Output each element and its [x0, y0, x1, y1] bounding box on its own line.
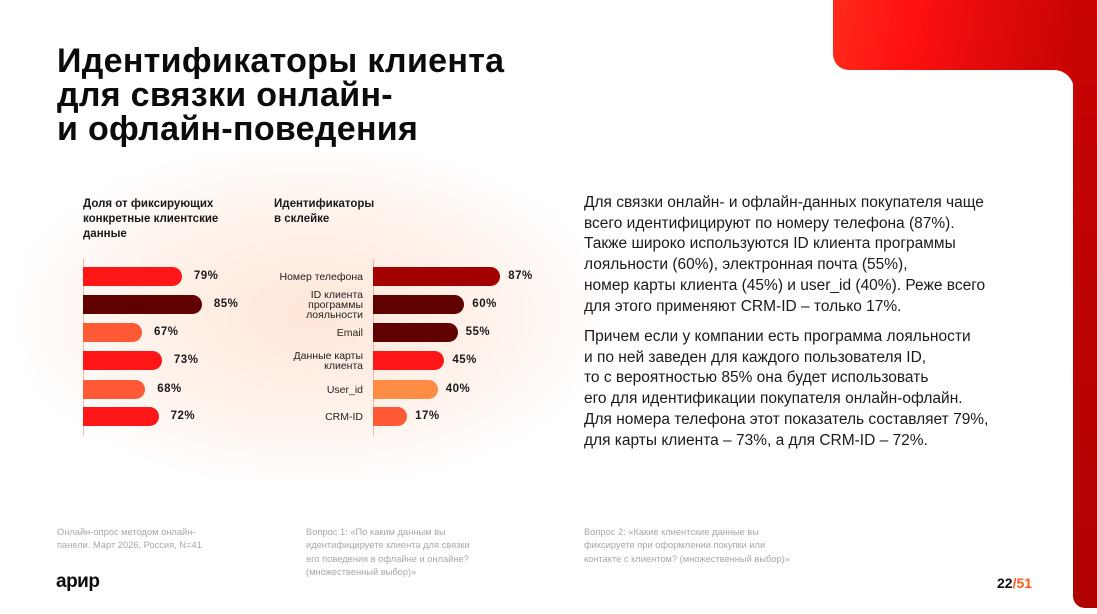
left-bar-value: 73%	[173, 354, 199, 366]
page-total: /51	[1012, 575, 1033, 591]
right-bar-category: CRM-ID	[213, 410, 363, 423]
text-line: всего идентифицируют по номеру телефона …	[584, 214, 955, 232]
left-bar-value: 72%	[170, 410, 196, 422]
right-bar-value: 45%	[452, 354, 477, 366]
text-line: номер карты клиента (45%) и user_id (40%…	[584, 276, 986, 294]
right-bar-category: Email	[213, 326, 363, 339]
title-line: Доля от фиксирующих	[83, 198, 214, 210]
left-bar	[83, 380, 146, 399]
text-line: лояльности (60%), электронная почта (55%…	[584, 256, 908, 274]
text-line: его поведения в офлайне и онлайне?	[306, 553, 469, 564]
left-bar-value: 67%	[153, 326, 179, 338]
right-bar	[373, 380, 438, 399]
category-line: клиента	[324, 359, 363, 372]
title-line: в склейке	[274, 213, 330, 225]
right-bar-category: Данные карты клиента	[213, 349, 363, 372]
decor-card-corner	[1040, 70, 1074, 104]
left-bar-value: 85%	[213, 298, 239, 310]
right-bar-category: ID клиента программы лояльности	[213, 288, 363, 321]
left-bar	[83, 407, 159, 426]
right-bar	[373, 323, 458, 342]
right-bar-value: 40%	[445, 383, 471, 395]
paragraph-1: Для связки онлайн- и офлайн-данных покуп…	[584, 193, 985, 317]
right-bar-value: 87%	[508, 270, 533, 282]
text-line: для карты клиента – 73%, а для CRM-ID – …	[584, 431, 928, 449]
right-bar-category: Номер телефона	[213, 270, 363, 283]
category-line: лояльности	[306, 308, 363, 321]
left-bar-value: 68%	[157, 383, 182, 395]
right-bar	[373, 351, 445, 370]
text-line: Онлайн-опрос методом онлайн-	[57, 527, 196, 537]
right-bar-value: 17%	[415, 410, 440, 422]
decor-red-strip	[1073, 0, 1097, 608]
left-bar	[83, 267, 182, 286]
right-bar-category: User_id	[213, 383, 363, 396]
text-line: идентифицируете клиента для связки	[306, 540, 470, 551]
page-current: 22	[997, 575, 1013, 591]
category-line: Данные карты	[293, 349, 363, 362]
right-bar	[373, 267, 501, 286]
left-bar-value: 79%	[193, 270, 219, 282]
right-chart-axis	[373, 259, 374, 436]
text-line: то с вероятностью 85% она будет использо…	[584, 369, 929, 387]
footnote-method: Онлайн-опрос методом онлайн-панели. Март…	[57, 526, 202, 553]
text-line: панели. Март 2026, Россия, N=41	[57, 540, 202, 551]
footnote-question-1: Вопрос 1: «По каким данным вы идентифицир…	[306, 526, 470, 579]
footnote-question-2: Вопрос 2: «Какие клиентские данные вы фик…	[584, 526, 790, 566]
left-bar	[83, 351, 162, 370]
category-line: CRM-ID	[325, 410, 363, 423]
text-line: и по ней заведен для каждого пользовател…	[584, 348, 927, 366]
text-line: для этого применяют CRM-ID – только 17%.	[584, 297, 902, 315]
paragraph-2: Причем если у компании есть программа ло…	[584, 327, 988, 451]
logo: арир	[56, 571, 100, 592]
title-line: и офлайн-поведения	[57, 110, 419, 148]
left-bar	[83, 295, 202, 314]
right-bar-value: 60%	[472, 298, 497, 310]
title-line: для связки онлайн-	[57, 76, 393, 114]
decor-red-top	[833, 0, 1097, 70]
text-line: контакте с клиентом? (множественный выбо…	[584, 553, 790, 564]
text-line: Для номера телефона этот показатель сост…	[584, 410, 989, 428]
text-line: Для связки онлайн- и офлайн-данных покуп…	[584, 194, 984, 211]
text-line: его для идентификации покупателя онлайн-…	[584, 390, 963, 408]
title-line: конкретные клиентские	[83, 213, 219, 225]
category-line: Номер телефона	[279, 270, 363, 283]
text-line: Причем если у компании есть программа ло…	[584, 328, 971, 345]
right-bar-value: 55%	[465, 326, 491, 338]
text-line: (множественный выбор)»	[306, 566, 417, 577]
title-line: данные	[83, 228, 127, 240]
right-chart-title: Идентификаторы в склейке	[274, 197, 374, 227]
title-line: Идентификаторы клиента	[57, 42, 505, 80]
title-line: Идентификаторы	[274, 198, 375, 210]
text-line: Вопрос 2: «Какие клиентские данные вы	[584, 527, 759, 537]
text-line: Вопрос 1: «По каким данным вы	[306, 527, 446, 537]
right-bar	[373, 295, 465, 314]
left-bar	[83, 323, 142, 342]
left-chart-title: Доля от фиксирующих конкретные клиентски…	[83, 197, 218, 242]
left-chart-axis	[83, 259, 84, 436]
text-line: Также широко используются ID клиента про…	[584, 235, 956, 253]
text-line: фиксируете при оформлении покупки или	[584, 540, 766, 551]
right-bar	[373, 407, 408, 426]
category-line: программы	[308, 298, 363, 311]
page-title: Идентификаторы клиента для связки онлайн…	[57, 44, 504, 146]
category-line: ID клиента	[310, 288, 363, 301]
page-number: 22/51	[997, 575, 1032, 591]
category-line: User_id	[326, 383, 363, 396]
category-line: Email	[336, 326, 363, 339]
